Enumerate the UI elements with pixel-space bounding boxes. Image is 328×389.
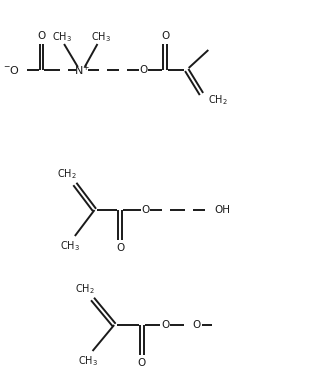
Text: OH: OH — [214, 205, 230, 215]
Text: CH$_3$: CH$_3$ — [60, 239, 80, 253]
Text: CH$_3$: CH$_3$ — [52, 30, 72, 44]
Text: O: O — [137, 358, 146, 368]
Text: O: O — [37, 31, 46, 41]
Text: CH$_2$: CH$_2$ — [208, 93, 228, 107]
Text: O: O — [161, 320, 169, 330]
Text: CH$_3$: CH$_3$ — [78, 354, 98, 368]
Text: CH$_2$: CH$_2$ — [75, 282, 94, 296]
Text: O: O — [141, 205, 150, 215]
Text: CH$_2$: CH$_2$ — [57, 167, 77, 181]
Text: N$^{+}$: N$^{+}$ — [74, 62, 90, 78]
Text: CH$_3$: CH$_3$ — [92, 30, 112, 44]
Text: O: O — [116, 243, 124, 253]
Text: $^{-}$O: $^{-}$O — [3, 64, 20, 76]
Text: O: O — [139, 65, 148, 75]
Text: O: O — [161, 31, 169, 41]
Text: O: O — [193, 320, 201, 330]
